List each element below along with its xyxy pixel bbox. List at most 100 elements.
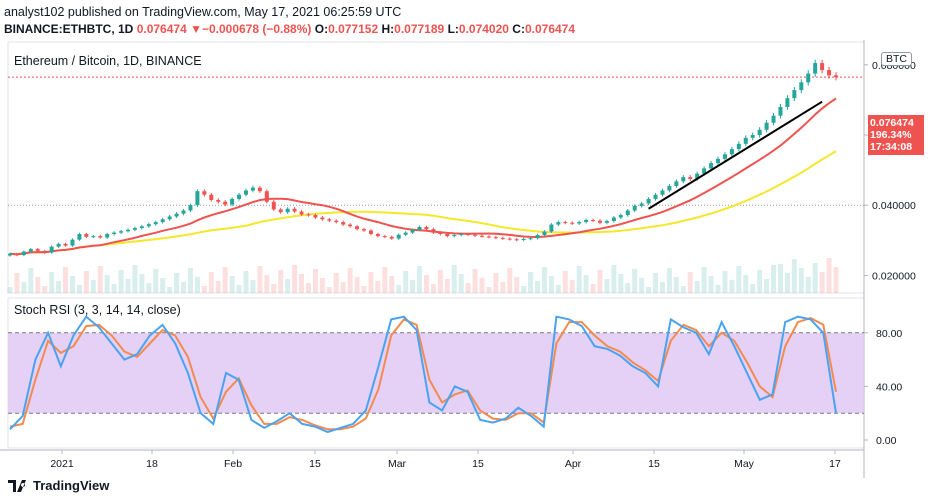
volume-bar — [694, 281, 700, 293]
volume-bar — [590, 284, 596, 293]
candle-body — [355, 226, 360, 230]
candle-body — [660, 190, 665, 195]
volume-bar — [83, 271, 89, 293]
volume-bar — [583, 275, 589, 293]
volume-bar — [541, 267, 547, 293]
volume-bar — [375, 281, 381, 293]
candle-body — [542, 231, 547, 236]
currency-badge[interactable]: BTC — [881, 52, 912, 66]
high-label: H: — [381, 22, 395, 36]
stoch-tick-label: 40.00 — [876, 381, 902, 393]
candle-body — [285, 208, 290, 213]
volume-bar — [632, 269, 638, 293]
volume-bar — [472, 269, 478, 293]
last-price: 0.076474 — [136, 22, 187, 36]
price-tag-percent: 196.34% — [870, 129, 912, 141]
volume-bar — [35, 277, 41, 293]
candle-body — [549, 224, 554, 232]
candle-body — [14, 253, 19, 256]
volume-bar — [194, 277, 200, 293]
candle-body — [132, 228, 137, 230]
volume-bar — [14, 273, 20, 293]
volume-bar — [666, 268, 672, 293]
volume-bar — [271, 284, 277, 293]
stoch-k-line — [9, 315, 837, 434]
time-tick-label: May — [734, 458, 755, 470]
time-tick-label: 15 — [309, 458, 321, 470]
candle-body — [618, 215, 623, 218]
volume-bar — [292, 265, 298, 293]
candle-body — [792, 90, 797, 99]
publish-line: analyst102 published on TradingView.com,… — [4, 5, 402, 19]
volume-bar — [798, 268, 804, 293]
volume-bar — [826, 258, 832, 293]
volume-bar — [611, 265, 617, 293]
candle-body — [764, 122, 769, 130]
candle-body — [341, 222, 346, 225]
candle-body — [403, 232, 408, 235]
candle-body — [299, 211, 304, 215]
candle-body — [834, 75, 838, 78]
footer-brand[interactable]: TradingView — [8, 478, 109, 493]
candle-body — [362, 229, 366, 231]
price-tick-label: 0.040000 — [872, 200, 916, 212]
volume-bar — [326, 287, 332, 293]
volume-bar — [417, 266, 423, 293]
trendline — [648, 100, 823, 210]
symbol-ohlc-line: BINANCE:ETHBTC, 1D 0.076474 ▼−0.000678 (… — [4, 22, 575, 36]
volume-bar — [757, 270, 763, 293]
candle-body — [507, 238, 512, 240]
volume-bar — [562, 271, 568, 293]
volume-bar — [118, 270, 124, 293]
candle-body — [306, 214, 311, 216]
volume-bar — [305, 283, 311, 293]
stoch-title: Stoch RSI (3, 3, 14, 14, close) — [14, 303, 181, 317]
candle-body — [334, 220, 339, 223]
volume-bar — [278, 270, 284, 293]
candle-body — [577, 222, 582, 224]
volume-bar — [618, 274, 624, 293]
time-tick-label: 15 — [648, 458, 660, 470]
candle-body — [625, 210, 630, 216]
candle-body — [778, 106, 783, 116]
volume-bar — [354, 277, 360, 293]
candle-body — [799, 82, 804, 91]
volume-bar — [97, 266, 103, 293]
candle-body — [570, 222, 575, 224]
candle-body — [459, 234, 464, 236]
candle-body — [244, 190, 248, 195]
fast-moving-average — [9, 97, 837, 256]
volume-bar — [653, 273, 659, 293]
time-tick-label: 2021 — [50, 458, 74, 470]
volume-bar — [791, 259, 797, 293]
stoch-tick-label: 0.00 — [876, 435, 897, 447]
candle-body — [500, 237, 505, 239]
volume-bar — [111, 284, 117, 293]
volume-bar — [625, 283, 631, 293]
volume-bar — [764, 279, 770, 293]
candle-body — [674, 181, 679, 186]
volume-bar — [389, 276, 395, 293]
time-tick-label: Feb — [224, 458, 242, 470]
volume-bar — [396, 285, 402, 293]
time-tick-label: 18 — [146, 458, 158, 470]
volume-bar — [340, 282, 346, 293]
candle-body — [528, 238, 533, 240]
volume-bar — [729, 280, 735, 293]
candle-body — [313, 215, 318, 218]
candle-body — [202, 191, 207, 195]
low-label: L: — [447, 22, 459, 36]
volume-bar — [208, 272, 214, 293]
candle-body — [257, 187, 262, 192]
candle-body — [466, 234, 471, 236]
candle-body — [91, 236, 96, 238]
chart-canvas[interactable]: 0.0800000.0600000.0400000.02000080.0040.… — [0, 40, 934, 478]
candle-body — [535, 235, 540, 239]
candle-body — [320, 217, 325, 220]
volume-bar — [805, 277, 811, 293]
time-tick-label: Apr — [565, 458, 582, 470]
brand-label: TradingView — [33, 478, 110, 493]
volume-bar — [410, 280, 416, 293]
candle-body — [278, 209, 283, 213]
candle-body — [820, 63, 825, 71]
